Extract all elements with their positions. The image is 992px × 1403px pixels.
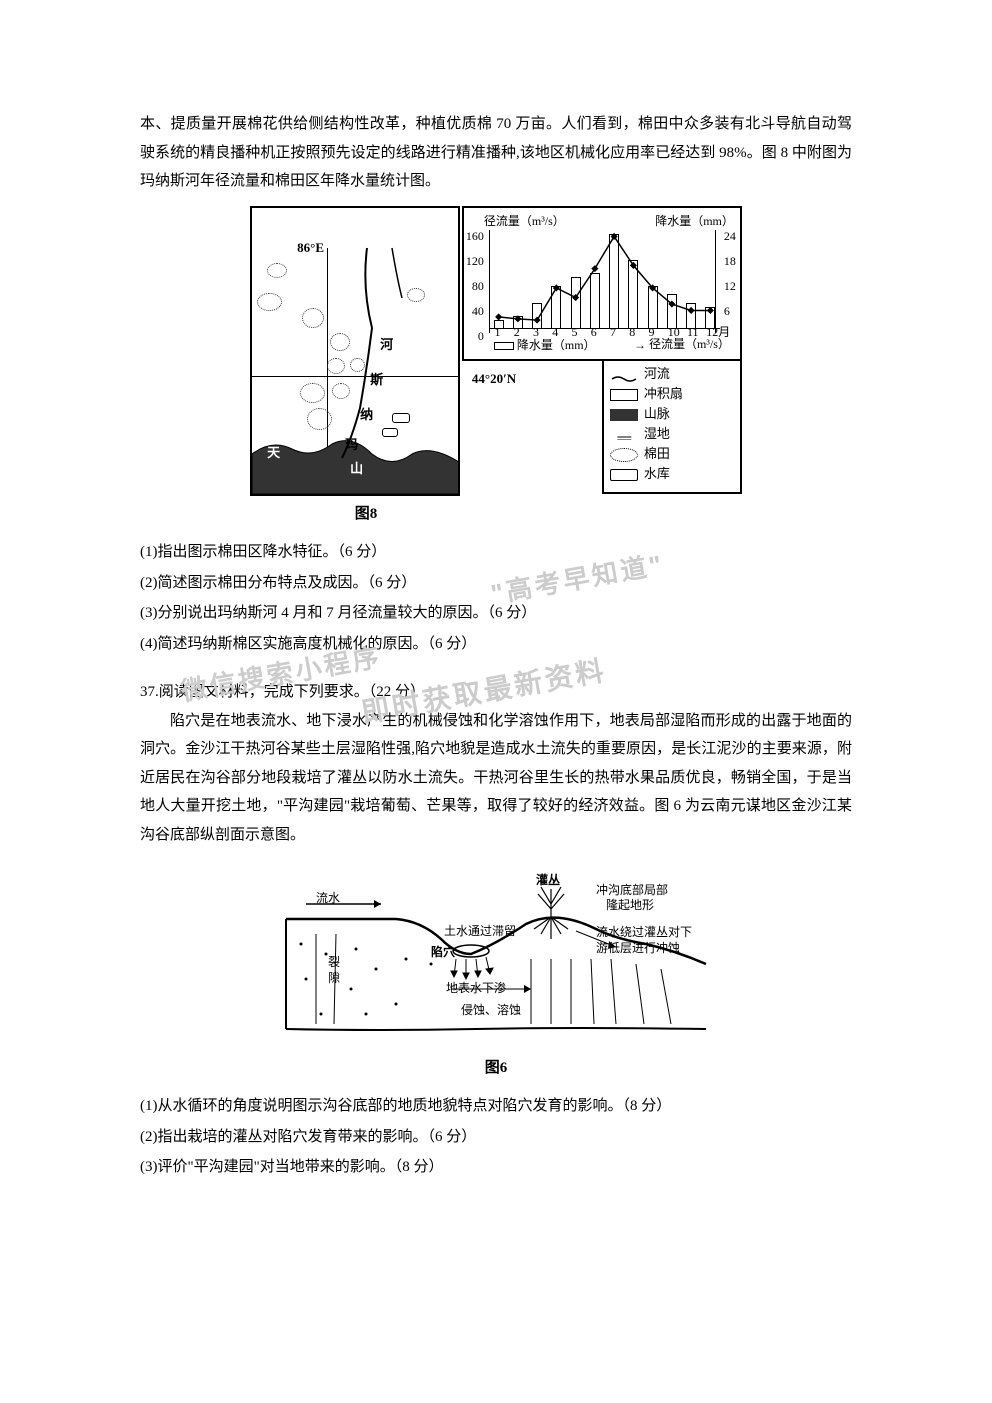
legend-wetland: ≡≡≡ 湿地 <box>610 425 734 445</box>
q36-2: (2)简述图示棉田分布特点及成因。（6 分） <box>140 569 852 598</box>
legend-fan: 冲积扇 <box>610 385 734 405</box>
cotton-field-8 <box>332 383 350 399</box>
chart-box: 径流量（m³/s） 降水量（mm） 160 120 80 40 0 24 18 … <box>462 206 742 361</box>
cotton-icon <box>610 448 638 462</box>
cotton-field-9 <box>307 408 332 430</box>
y2-18: 18 <box>724 250 736 273</box>
river-icon <box>610 369 638 381</box>
cotton-field-4 <box>330 333 350 351</box>
chart-panel: 径流量（m³/s） 降水量（mm） 160 120 80 40 0 24 18 … <box>462 206 742 494</box>
y2-12: 12 <box>724 275 736 298</box>
reservoir-icon <box>610 469 638 481</box>
q37-2: (2)指出栽培的灌丛对陷穴发育带来的影响。（6 分） <box>140 1123 852 1152</box>
intro-paragraph: 本、提质量开展棉花供给侧结构性改革，种植优质棉 70 万亩。人们看到，棉田中众多… <box>140 110 852 196</box>
fig6-stay: 土水通过滞留 <box>444 920 516 943</box>
q37-1: (1)从水循环的角度说明图示沟谷底部的地质地貌特点对陷穴发育的影响。（8 分） <box>140 1092 852 1121</box>
y1-0: 0 <box>478 325 484 348</box>
legend-box: 44°20′N 河流 冲积扇 山脉 ≡≡≡ <box>602 361 742 494</box>
fan-icon <box>610 389 638 401</box>
q37-paragraph: 陷穴是在地表流水、地下浸水产生的机械侵蚀和化学溶蚀作用下，地表局部湿陷而形成的出… <box>140 707 852 850</box>
cotton-field-10 <box>407 288 425 302</box>
y1-160: 160 <box>466 225 484 248</box>
reservoir-2 <box>382 428 398 437</box>
river-char-1: 河 <box>380 333 393 358</box>
q36-4: (4)简述玛纳斯棉区实施高度机械化的原因。（6 分） <box>140 630 852 659</box>
chart-legend-line-text: 径流量（m³/s） <box>649 337 730 351</box>
cotton-field-2 <box>257 293 282 311</box>
river-char-4: 玛 <box>345 433 358 458</box>
fig6-flow: 流水 <box>316 887 340 910</box>
fig6-note4: 游低层进行冲蚀 <box>596 937 680 960</box>
fig6-underground: 地表水下渗 <box>446 977 506 1000</box>
cotton-field-5 <box>327 358 345 374</box>
cotton-field-6 <box>350 358 365 372</box>
latitude-label: 44°20′N <box>472 367 516 392</box>
q36-3: (3)分别说出玛纳斯河 4 月和 7 月径流量较大的原因。（6 分） <box>140 599 852 628</box>
y1-120: 120 <box>466 250 484 273</box>
fig6-pit: 陷穴 <box>431 941 455 964</box>
q36-1: (1)指出图示棉田区降水特征。（6 分） <box>140 538 852 567</box>
chart-legend-line: → 径流量（m³/s） <box>634 333 730 357</box>
y1-80: 80 <box>472 275 484 298</box>
y1-40: 40 <box>472 300 484 323</box>
legend-mountain: 山脉 <box>610 405 734 425</box>
q37-3: (3)评价"平沟建园"对当地带来的影响。（8 分） <box>140 1153 852 1182</box>
cotton-field-3 <box>302 308 324 328</box>
legend-reservoir: 水库 <box>610 465 734 485</box>
fig6-slow: 侵蚀、溶蚀 <box>461 999 521 1022</box>
figure6-container: 流水 灌丛 冲沟底部局部 隆起地形 流水绕过灌丛对下 游低层进行冲蚀 土水通过滞… <box>140 859 852 1082</box>
y2-6: 6 <box>724 300 730 323</box>
wetland-icon: ≡≡≡ <box>610 429 638 441</box>
river-char-3: 纳 <box>360 403 373 428</box>
y2-24: 24 <box>724 225 736 248</box>
figure8-box: 86°E 天 山 河 斯 纳 玛 <box>250 206 742 496</box>
chart-legend-bar: 降水量（mm） <box>494 334 596 357</box>
fig6-crack2: 隙 <box>328 967 340 990</box>
map-panel: 86°E 天 山 河 斯 纳 玛 <box>250 206 460 496</box>
lat-label-area: 44°20′N <box>462 361 604 494</box>
figure6-caption: 图6 <box>140 1054 852 1083</box>
runoff-line-svg <box>489 230 720 333</box>
reservoir-1 <box>392 413 410 423</box>
legend-cotton: 棉田 <box>610 445 734 465</box>
figure8-container: 86°E 天 山 河 斯 纳 玛 <box>140 206 852 529</box>
figure8-caption: 图8 <box>0 500 852 529</box>
river-char-2: 斯 <box>370 368 383 393</box>
fig6-basin2: 隆起地形 <box>606 894 654 917</box>
q37-heading: 37.阅读图文材料，完成下列要求。（22 分） <box>140 678 852 707</box>
mountain-icon <box>610 409 638 421</box>
cotton-field-7 <box>300 383 325 403</box>
chart-legend-bar-text: 降水量（mm） <box>517 338 596 352</box>
fig6-shrub: 灌丛 <box>536 869 560 892</box>
legend-reservoir-label: 水库 <box>644 462 670 487</box>
figure6-box: 流水 灌丛 冲沟底部局部 隆起地形 流水绕过灌丛对下 游低层进行冲蚀 土水通过滞… <box>276 859 716 1039</box>
cotton-field-1 <box>267 263 287 278</box>
